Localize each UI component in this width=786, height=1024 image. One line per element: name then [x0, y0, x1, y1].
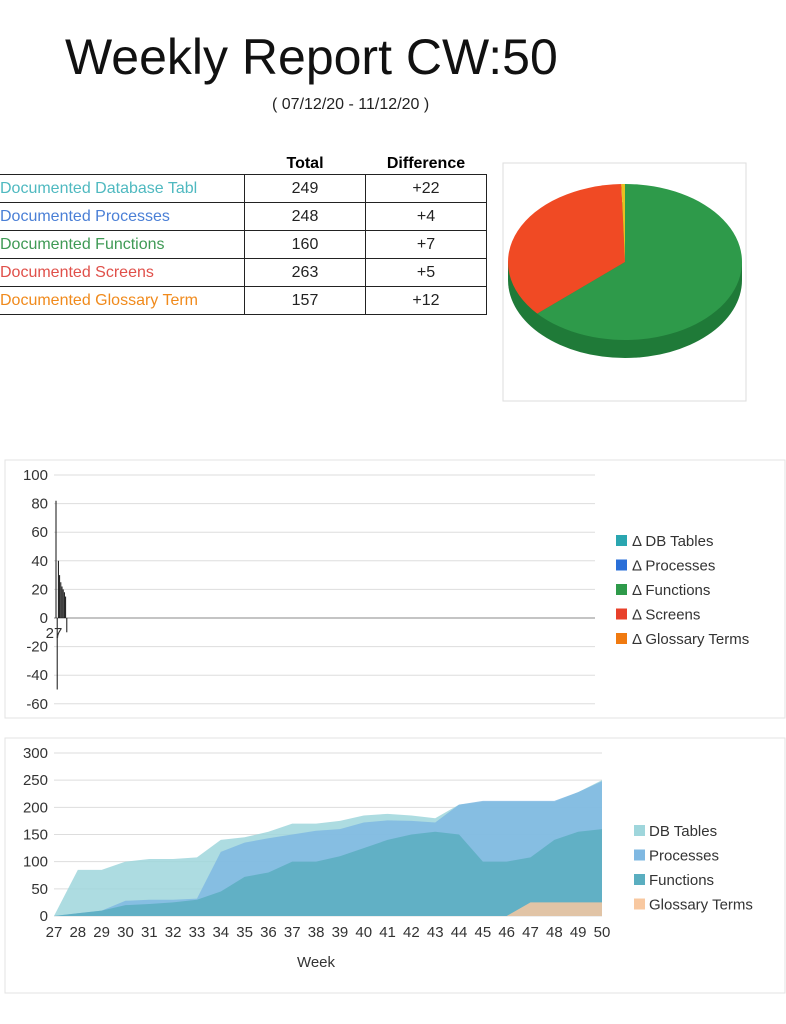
row-total: 249 — [244, 174, 366, 203]
y-tick-label: 80 — [31, 496, 48, 513]
y-tick-label: -60 — [26, 696, 48, 713]
area-chart-frame — [4, 737, 786, 994]
row-total: 263 — [244, 258, 366, 287]
legend-swatch — [634, 825, 645, 836]
legend-label: Δ DB Tables — [632, 533, 713, 550]
area-functions — [54, 829, 602, 916]
row-label: Documented Glossary Term — [0, 286, 245, 315]
y-tick-label: 50 — [31, 881, 48, 898]
x-tick-label: 37 — [284, 924, 301, 941]
date-range: ( 07/12/20 - 11/12/20 ) — [272, 96, 430, 113]
y-tick-label: 100 — [23, 467, 48, 484]
y-tick-label: 0 — [40, 610, 48, 627]
row-label: Documented Functions — [0, 230, 245, 259]
x-tick-label: 27 — [46, 924, 63, 941]
x-tick-label: 39 — [332, 924, 349, 941]
legend-label: DB Tables — [649, 823, 717, 840]
legend-label: Δ Processes — [632, 558, 715, 575]
delta-chart-frame — [4, 459, 786, 719]
legend-swatch — [616, 584, 627, 595]
pie-slice-functions — [537, 184, 742, 340]
legend-label: Δ Functions — [632, 582, 710, 599]
row-label: Documented Database Tabl — [0, 174, 245, 203]
x-tick-label: 42 — [403, 924, 420, 941]
table-row: Documented Functions 160 +7 — [0, 230, 487, 259]
legend-swatch — [616, 559, 627, 571]
summary-table: Total Difference Documented Database Tabl… — [0, 150, 487, 315]
x-tick-label: 47 — [522, 924, 539, 941]
x-tick-label: 49 — [570, 924, 587, 941]
x-axis-title: Week — [297, 954, 336, 971]
legend-label: Processes — [649, 848, 719, 865]
legend-swatch — [616, 608, 627, 620]
col-difference: Difference — [386, 155, 466, 172]
y-tick-label: 300 — [23, 745, 48, 762]
row-diff: +4 — [365, 202, 487, 231]
y-tick-label: 200 — [23, 799, 48, 816]
x-tick-label: 36 — [260, 924, 277, 941]
row-total: 160 — [244, 230, 366, 259]
y-tick-label: 60 — [31, 524, 48, 541]
area-glossary-terms — [54, 902, 602, 916]
y-tick-label: 250 — [23, 772, 48, 789]
table-row: Documented Glossary Term 157 +12 — [0, 286, 487, 315]
col-total: Total — [286, 155, 324, 172]
row-label: Documented Processes — [0, 202, 245, 231]
x-tick-label: 35 — [236, 924, 253, 941]
x-tick-label: 30 — [117, 924, 134, 941]
y-tick-label: 150 — [23, 827, 48, 844]
y-tick-label: -40 — [26, 667, 48, 684]
row-diff: +22 — [365, 174, 487, 203]
legend-label: Δ Screens — [632, 607, 700, 624]
y-tick-label: 0 — [40, 908, 48, 925]
x-tick-label: 41 — [379, 924, 396, 941]
y-tick-label: -20 — [26, 639, 48, 656]
pie-slice-screens — [507, 184, 625, 314]
legend-label: Functions — [649, 872, 714, 889]
legend-swatch — [634, 849, 645, 861]
row-total: 157 — [244, 286, 366, 315]
x-tick-label: 43 — [427, 924, 444, 941]
row-diff: +12 — [365, 286, 487, 315]
x-tick-label: 32 — [165, 924, 182, 941]
x-tick-label: 38 — [308, 924, 325, 941]
row-diff: +5 — [365, 258, 487, 287]
x-tick-label: 48 — [546, 924, 563, 941]
row-label: Documented Screens — [0, 258, 245, 287]
legend-swatch — [616, 633, 627, 644]
x-tick-label: 45 — [475, 924, 492, 941]
x-tick-label: 33 — [189, 924, 206, 941]
table-row: Documented Processes 248 +4 — [0, 202, 487, 231]
y-tick-label: 100 — [23, 854, 48, 871]
legend-swatch — [634, 898, 645, 910]
x-tick-label: 28 — [69, 924, 86, 941]
x-tick-label: 27 — [46, 625, 63, 642]
y-tick-label: 20 — [31, 581, 48, 598]
table-row: Documented Screens 263 +5 — [0, 258, 487, 287]
x-tick-label: 34 — [212, 924, 229, 941]
table-row: Documented Database Tabl 249 +22 — [0, 174, 487, 203]
legend-label: Δ Glossary Terms — [632, 631, 749, 648]
legend-swatch — [634, 874, 645, 885]
x-tick-label: 44 — [451, 924, 468, 941]
y-tick-label: 40 — [31, 553, 48, 570]
x-tick-label: 31 — [141, 924, 158, 941]
x-tick-label: 46 — [498, 924, 515, 941]
pie-slice-glossary-terms — [621, 184, 625, 262]
x-tick-label: 40 — [355, 924, 372, 941]
row-diff: +7 — [365, 230, 487, 259]
page-title: Weekly Report CW:50 — [65, 29, 558, 85]
legend-swatch — [616, 535, 627, 546]
x-tick-label: 29 — [93, 924, 110, 941]
legend-label: Glossary Terms — [649, 897, 753, 914]
pie-frame — [502, 162, 747, 402]
x-tick-label: 50 — [594, 924, 611, 941]
